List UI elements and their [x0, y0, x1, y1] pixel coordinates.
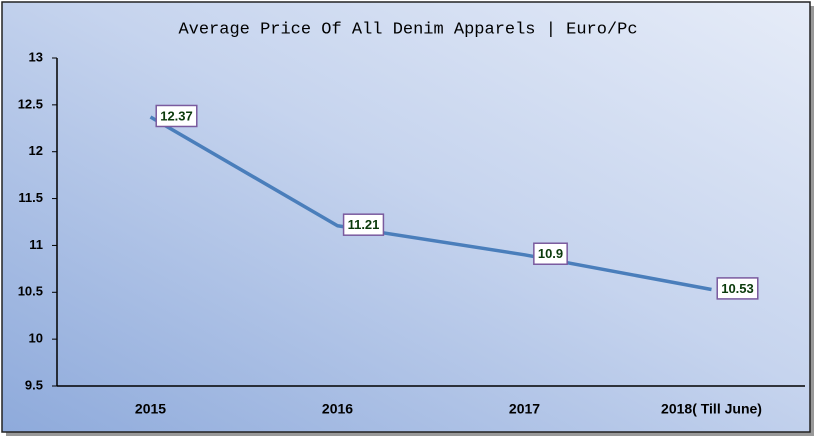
y-tick-label: 10: [29, 331, 43, 346]
value-label-box: [155, 104, 198, 128]
y-tick-label: 11.5: [18, 190, 43, 205]
y-tick-label: 9.5: [25, 377, 43, 392]
value-label-box: [533, 242, 568, 265]
x-tick-label: 2018( Till June): [661, 401, 762, 417]
y-tick-label: 10.5: [18, 284, 43, 299]
chart-frame: [1, 1, 811, 433]
x-tick-label: 2016: [322, 401, 353, 417]
y-tick-label: 12.5: [18, 96, 43, 111]
x-tick-label: 2015: [135, 401, 166, 417]
x-tick-label: 2017: [509, 401, 540, 417]
y-tick-label: 11: [29, 237, 43, 252]
y-tick-label: 12: [29, 143, 43, 158]
value-label: 11.21: [348, 217, 380, 232]
value-label-box: [342, 213, 385, 236]
line: [149, 115, 712, 292]
chart-title: Average Price Of All Denim Apparels | Eu…: [178, 20, 637, 39]
y-tick-label: 13: [29, 49, 43, 64]
value-label: 12.37: [160, 108, 193, 123]
value-label-box: [716, 277, 759, 300]
value-label: 10.9: [538, 246, 563, 261]
value-label: 10.53: [721, 281, 754, 296]
